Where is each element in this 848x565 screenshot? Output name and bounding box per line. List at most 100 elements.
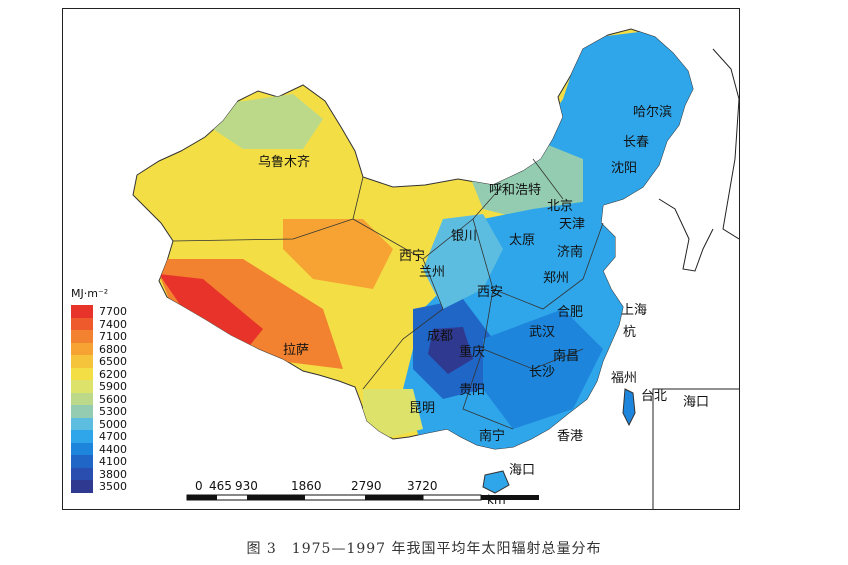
legend-swatch bbox=[71, 380, 93, 393]
legend-row: 7400 bbox=[71, 317, 127, 331]
city-label: 海口 bbox=[683, 395, 710, 410]
map-frame: 乌鲁木齐 哈尔滨 长春 沈阳 呼和浩特 北京 天津 银川 太原 济南 西宁 兰州… bbox=[62, 8, 740, 510]
legend-row: 5600 bbox=[71, 392, 127, 406]
legend-label: 3500 bbox=[99, 480, 127, 493]
legend-label: 5600 bbox=[99, 392, 127, 406]
legend-swatch bbox=[71, 342, 93, 356]
legend-unit: MJ·m⁻² bbox=[71, 287, 109, 300]
scale-bar: 0 465 930 1860 2790 3720 km bbox=[185, 479, 605, 507]
city-label: 太原 bbox=[509, 233, 536, 248]
legend-label: 4100 bbox=[99, 455, 127, 468]
city-label: 长沙 bbox=[529, 365, 556, 380]
city-label: 台北 bbox=[641, 389, 668, 404]
city-label: 武汉 bbox=[529, 325, 556, 340]
city-label: 长春 bbox=[623, 135, 650, 150]
legend-swatch bbox=[71, 367, 93, 381]
city-label: 海口 bbox=[509, 463, 536, 478]
city-label: 成都 bbox=[427, 329, 454, 344]
legend-label: 7400 bbox=[99, 317, 127, 331]
legend-label: 7700 bbox=[99, 305, 127, 318]
city-label: 哈尔滨 bbox=[633, 105, 673, 120]
legend-row: 7100 bbox=[71, 330, 127, 343]
legend-row: 6200 bbox=[71, 367, 127, 381]
city-label: 重庆 bbox=[459, 345, 486, 360]
zone-xinjiang-green bbox=[213, 94, 323, 149]
legend-label: 6500 bbox=[99, 355, 127, 368]
city-label: 杭 bbox=[623, 325, 637, 340]
scale-tick: 930 bbox=[235, 479, 258, 493]
city-label: 天津 bbox=[559, 217, 586, 232]
zone-loess bbox=[423, 214, 503, 309]
legend-label: 4400 bbox=[99, 442, 127, 456]
legend-row: 4700 bbox=[71, 430, 127, 443]
legend-swatch bbox=[71, 330, 93, 343]
city-label: 银川 bbox=[451, 229, 478, 244]
legend-swatch bbox=[71, 417, 93, 431]
legend-swatch bbox=[71, 480, 93, 493]
city-label: 合肥 bbox=[557, 305, 584, 320]
legend-row: 5300 bbox=[71, 405, 127, 418]
taiwan bbox=[622, 388, 636, 427]
city-label: 拉萨 bbox=[283, 343, 310, 358]
legend-swatch bbox=[71, 405, 93, 418]
figure-caption: 图 3 1975—1997 年我国平均年太阳辐射总量分布 bbox=[246, 541, 602, 557]
zone-qinghai bbox=[283, 219, 393, 289]
zone-middle-blue bbox=[483, 309, 603, 429]
city-label: 贵阳 bbox=[459, 383, 486, 398]
legend-swatch bbox=[71, 392, 93, 406]
korea-coast bbox=[658, 198, 714, 272]
legend-row: 4400 bbox=[71, 442, 127, 456]
city-label: 上海 bbox=[621, 303, 648, 318]
legend-swatch bbox=[71, 455, 93, 468]
legend-row: 5900 bbox=[71, 380, 127, 393]
city-label: 沈阳 bbox=[611, 161, 638, 176]
zone-tibet-red bbox=[159, 274, 263, 354]
legend-swatch bbox=[71, 467, 93, 481]
city-label: 西宁 bbox=[399, 249, 426, 264]
legend-label: 7100 bbox=[99, 330, 127, 343]
hainan bbox=[482, 470, 510, 494]
city-label: 郑州 bbox=[543, 271, 570, 286]
south-sea-inset bbox=[652, 388, 739, 509]
legend-swatch bbox=[71, 355, 93, 368]
city-label: 兰州 bbox=[419, 265, 446, 280]
legend-label: 5000 bbox=[99, 417, 127, 431]
legend-label: 5300 bbox=[99, 405, 127, 418]
legend-swatch bbox=[71, 305, 93, 318]
zone-yunnan-green bbox=[363, 389, 423, 439]
scale-tick: 3720 bbox=[407, 479, 438, 493]
legend-row: 6500 bbox=[71, 355, 127, 368]
china-radiation-map bbox=[132, 28, 739, 509]
city-label: 福州 bbox=[611, 371, 638, 386]
city-label: 乌鲁木齐 bbox=[258, 155, 311, 170]
city-label: 南昌 bbox=[553, 349, 580, 364]
legend-row: 7700 bbox=[71, 305, 127, 318]
city-label: 香港 bbox=[557, 429, 584, 444]
city-label: 呼和浩特 bbox=[489, 183, 542, 198]
legend-row: 3500 bbox=[71, 480, 127, 493]
city-label: 北京 bbox=[547, 199, 574, 214]
legend-row: 4100 bbox=[71, 455, 127, 468]
legend-label: 6200 bbox=[99, 367, 127, 381]
scale-tick: 2790 bbox=[351, 479, 382, 493]
scale-tick: 1860 bbox=[291, 479, 322, 493]
scale-unit: km bbox=[487, 493, 506, 507]
city-label: 西安 bbox=[477, 285, 504, 300]
province-boundaries bbox=[172, 158, 604, 430]
city-label: 南宁 bbox=[479, 429, 506, 444]
legend-swatch bbox=[71, 442, 93, 456]
scale-tick: 0 bbox=[195, 479, 203, 493]
legend-label: 4700 bbox=[99, 430, 127, 443]
city-label: 济南 bbox=[557, 245, 584, 260]
zone-sichuan-darkest bbox=[428, 327, 473, 374]
legend-swatch bbox=[71, 317, 93, 331]
legend-label: 5900 bbox=[99, 380, 127, 393]
legend-row: 5000 bbox=[71, 417, 127, 431]
legend-row: 3800 bbox=[71, 467, 127, 481]
japan-coast bbox=[712, 48, 739, 240]
legend-swatch bbox=[71, 430, 93, 443]
legend-row: 6800 bbox=[71, 342, 127, 356]
legend-label: 3800 bbox=[99, 467, 127, 481]
city-label: 昆明 bbox=[409, 401, 436, 416]
legend-label: 6800 bbox=[99, 342, 127, 356]
